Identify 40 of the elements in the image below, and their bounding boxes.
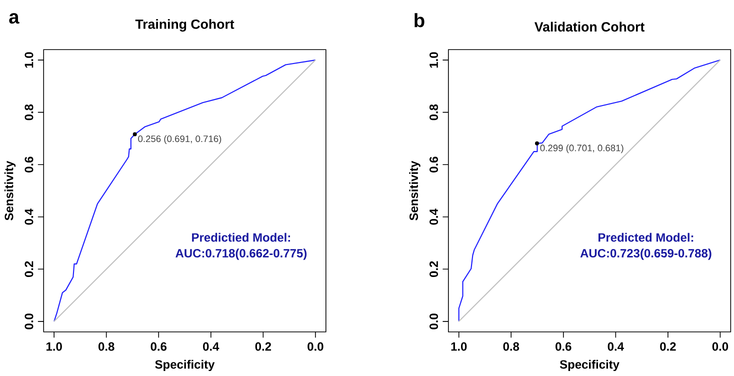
- x-tick-label: 0.2: [255, 342, 272, 352]
- y-axis-title: Sensitivity: [4, 161, 16, 221]
- chart-title: Training Cohort: [135, 19, 234, 32]
- line-series: [54, 60, 316, 322]
- x-tick-label: 0.8: [503, 342, 520, 352]
- annotation: AUC:0.723(0.659-0.788): [580, 248, 712, 260]
- y-tick-label: 0.8: [430, 104, 438, 120]
- x-axis-title: Specificity: [560, 360, 620, 372]
- y-tick-label: 0.4: [430, 208, 438, 225]
- annotation: 0.256 (0.691, 0.716): [138, 136, 222, 144]
- x-axis-title: Specificity: [155, 360, 215, 372]
- x-tick-label: 1.0: [46, 342, 62, 352]
- y-tick-label: 0.2: [24, 262, 34, 278]
- y-tick-label: 0.0: [430, 314, 438, 330]
- y-tick-label: 1.0: [24, 52, 34, 68]
- y-axis-title: Sensitivity: [409, 161, 420, 221]
- y-tick-label: 0.2: [430, 262, 438, 278]
- x-tick-label: 0.6: [150, 342, 167, 352]
- y-tick-label: 0.8: [24, 104, 34, 120]
- annotation: Predicted Model:: [598, 233, 694, 242]
- y-tick-label: 0.6: [24, 156, 34, 173]
- text: a: [9, 13, 20, 24]
- chart-title: Validation Cohort: [534, 22, 644, 32]
- y-tick-label: 0.6: [430, 156, 438, 173]
- x-tick-label: 0.0: [712, 342, 728, 352]
- x-tick-label: 0.8: [98, 342, 114, 352]
- x-tick-label: 0.2: [660, 342, 676, 352]
- y-tick-label: 1.0: [430, 52, 438, 68]
- line-series: [458, 60, 721, 322]
- annotation: 0.299 (0.701, 0.681): [540, 144, 624, 154]
- x-tick-label: 1.0: [451, 342, 467, 352]
- y-tick-label: 0.4: [24, 208, 34, 225]
- x-tick-label: 0.6: [556, 342, 572, 352]
- annotation: Predictied Model:: [192, 233, 290, 242]
- text: b: [414, 13, 424, 28]
- x-tick-label: 0.4: [203, 342, 220, 352]
- annotation: AUC:0.718(0.662-0.775): [176, 248, 307, 260]
- x-tick-label: 0.0: [308, 342, 324, 352]
- y-tick-label: 0.0: [24, 314, 34, 330]
- x-tick-label: 0.4: [608, 342, 624, 352]
